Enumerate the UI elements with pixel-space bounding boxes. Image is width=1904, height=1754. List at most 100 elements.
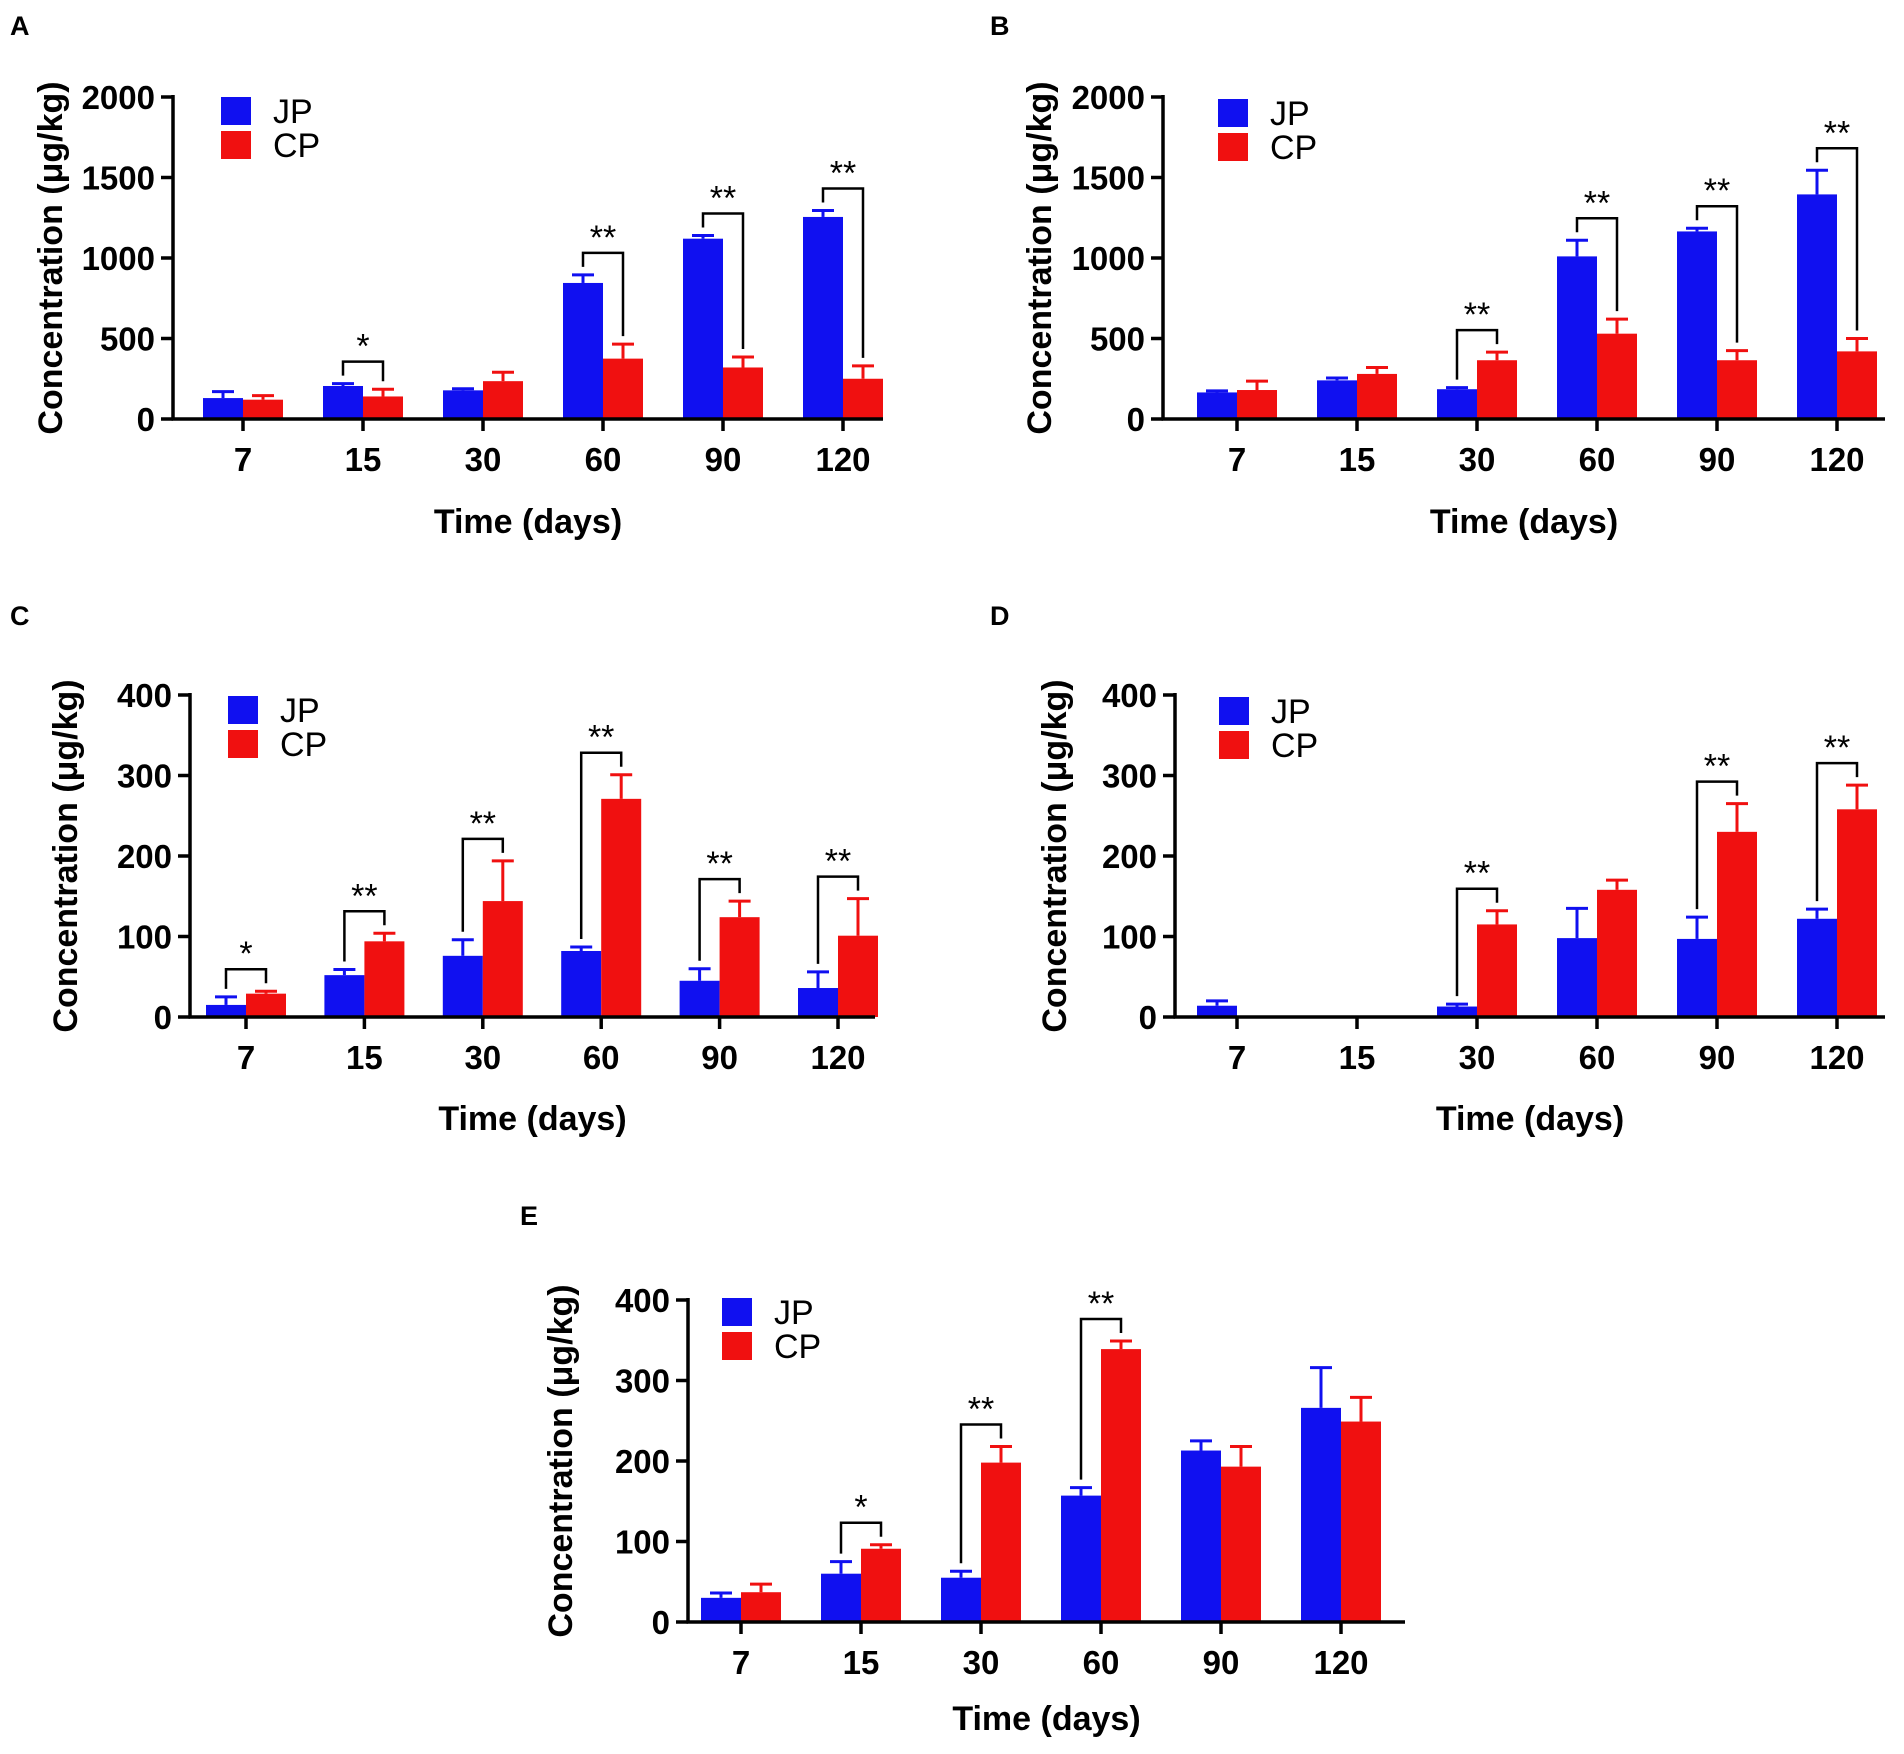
- significance-bracket-30: [461, 837, 505, 932]
- x-tick-label-60: 60: [1083, 1644, 1120, 1681]
- chart-panel-b: B ** ** ** ** 0 500 1000 1500 2000 7 15 30 60 90 120 Tim…: [990, 11, 1885, 541]
- bar-cp-90: [723, 367, 763, 419]
- x-tick-label-90: 90: [701, 1039, 738, 1076]
- significance-bracket-60: [579, 751, 623, 939]
- bar-jp-60: [561, 950, 602, 1017]
- significance-bracket-120: [816, 875, 860, 964]
- bar-cp-15: [364, 941, 405, 1017]
- y-axis-title: Concentration (μg/kg): [1036, 679, 1074, 1032]
- y-tick-label-0: 0: [154, 999, 172, 1036]
- bar-jp-15: [324, 975, 365, 1017]
- bar-jp-60: [1557, 256, 1597, 419]
- y-tick-label-1500: 1500: [1072, 160, 1145, 197]
- y-tick-label-2000: 2000: [1072, 79, 1145, 116]
- x-tick-label-120: 120: [1809, 441, 1864, 478]
- y-tick-label-0: 0: [1127, 401, 1145, 438]
- x-tick-label-60: 60: [583, 1039, 620, 1076]
- bar-cp-120: [1837, 351, 1877, 419]
- bar-cp-7: [243, 399, 283, 419]
- significance-label-90: **: [706, 845, 732, 883]
- y-tick-label-400: 400: [117, 677, 172, 714]
- x-tick-label-7: 7: [1228, 441, 1246, 478]
- x-tick-label-60: 60: [1579, 1039, 1616, 1076]
- bar-cp-60: [1101, 1349, 1141, 1622]
- legend-label-cp: CP: [280, 726, 327, 764]
- bar-jp-7: [203, 398, 243, 419]
- legend-swatch-cp: [221, 131, 251, 159]
- x-tick-label-90: 90: [1699, 1039, 1736, 1076]
- y-tick-label-300: 300: [615, 1363, 670, 1400]
- x-tick-label-15: 15: [1339, 1039, 1376, 1076]
- y-tick-label-300: 300: [1102, 758, 1157, 795]
- legend-swatch-cp: [1219, 731, 1249, 759]
- bar-jp-30: [1437, 1006, 1477, 1017]
- significance-bracket-120: [821, 187, 865, 358]
- y-tick-label-1000: 1000: [1072, 240, 1145, 277]
- legend-label-cp: CP: [273, 127, 320, 165]
- legend-swatch-jp: [722, 1298, 752, 1326]
- significance-label-7: *: [239, 935, 252, 973]
- x-tick-label-120: 120: [1313, 1644, 1368, 1681]
- bar-cp-30: [981, 1462, 1021, 1622]
- y-tick-label-400: 400: [615, 1282, 670, 1319]
- significance-bracket-120: [1815, 761, 1859, 902]
- bar-cp-30: [1477, 924, 1517, 1017]
- x-tick-label-30: 30: [464, 1039, 501, 1076]
- bar-jp-90: [679, 980, 720, 1017]
- legend-label-jp: JP: [1271, 693, 1311, 731]
- significance-label-120: **: [1824, 729, 1850, 767]
- x-tick-label-30: 30: [1459, 1039, 1496, 1076]
- legend-swatch-cp: [1218, 133, 1248, 161]
- y-tick-label-400: 400: [1102, 677, 1157, 714]
- significance-label-15: *: [356, 328, 369, 366]
- bar-jp-120: [803, 216, 843, 419]
- bar-cp-120: [843, 378, 883, 419]
- x-tick-label-7: 7: [234, 441, 252, 478]
- legend-swatch-cp: [228, 730, 258, 758]
- significance-label-60: **: [1088, 1285, 1114, 1323]
- y-axis-title: Concentration (μg/kg): [47, 679, 85, 1032]
- legend-swatch-cp: [722, 1332, 752, 1360]
- bar-cp-7: [741, 1592, 781, 1622]
- bar-jp-120: [798, 988, 838, 1017]
- legend-label-cp: CP: [1271, 727, 1318, 765]
- bar-cp-15: [1357, 373, 1397, 419]
- significance-label-90: **: [1704, 172, 1730, 210]
- legend-label-jp: JP: [1270, 95, 1310, 133]
- panel-letter: E: [520, 1201, 538, 1231]
- significance-label-120: **: [830, 155, 856, 193]
- bar-jp-30: [442, 955, 483, 1017]
- bar-cp-60: [603, 358, 643, 419]
- y-axis-title: Concentration (μg/kg): [32, 81, 70, 434]
- significance-label-90: **: [710, 179, 736, 217]
- significance-bracket-15: [341, 360, 385, 382]
- bar-cp-7: [246, 993, 286, 1017]
- x-tick-label-60: 60: [585, 441, 622, 478]
- bar-jp-120: [1301, 1407, 1341, 1622]
- significance-label-120: **: [1824, 114, 1850, 152]
- significance-bracket-30: [1455, 328, 1499, 380]
- x-axis-title: Time (days): [1436, 1100, 1624, 1138]
- significance-bracket-7: [224, 967, 268, 989]
- y-tick-label-500: 500: [1090, 321, 1145, 358]
- significance-bracket-60: [1575, 217, 1619, 312]
- bar-jp-15: [1317, 380, 1357, 419]
- legend-label-cp: CP: [774, 1328, 821, 1366]
- significance-label-60: **: [1584, 184, 1610, 222]
- x-axis-title: Time (days): [438, 1100, 626, 1138]
- bar-cp-7: [1237, 390, 1277, 419]
- legend-label-cp: CP: [1270, 129, 1317, 167]
- y-axis-title: Concentration (μg/kg): [1021, 81, 1059, 434]
- bar-cp-90: [719, 917, 760, 1017]
- significance-bracket-60: [1079, 1317, 1123, 1480]
- x-tick-label-120: 120: [810, 1039, 865, 1076]
- bar-cp-15: [861, 1548, 901, 1622]
- significance-bracket-120: [1815, 147, 1859, 331]
- significance-label-15: **: [351, 877, 377, 915]
- bar-jp-7: [701, 1597, 741, 1622]
- bar-jp-60: [1061, 1495, 1101, 1622]
- legend-swatch-jp: [1219, 697, 1249, 725]
- significance-bracket-15: [839, 1521, 883, 1554]
